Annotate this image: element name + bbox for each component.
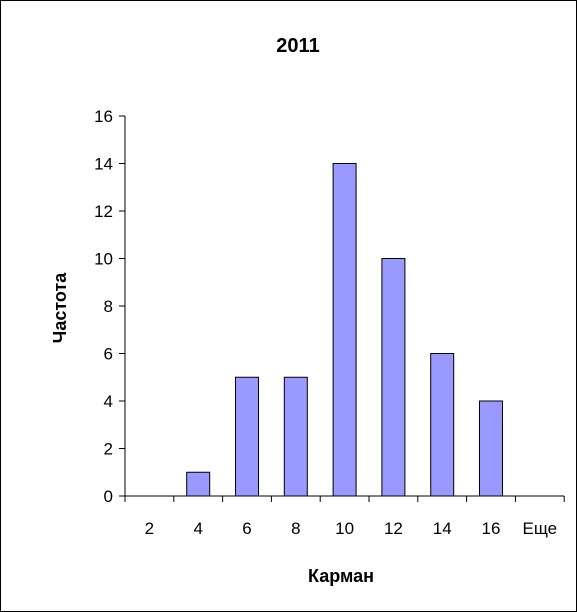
y-tick-label: 2 [104,440,113,459]
bar-12 [381,258,406,497]
x-tick-label: 14 [433,519,452,538]
y-tick-label: 16 [94,107,113,126]
x-tick-label: 4 [193,519,202,538]
bar-14 [430,353,455,497]
y-tick-label: 14 [94,155,113,174]
bar-4 [186,471,211,497]
y-tick-label: 8 [104,297,113,316]
plot-area: 0 2 4 6 8 10 12 14 16 2 4 6 8 10 12 14 16 Еще [94,107,565,538]
x-tick-label: 2 [145,519,154,538]
x-tick-label: 6 [242,519,251,538]
x-axis-title: Карман [308,566,374,586]
x-tick-label: 10 [335,519,354,538]
x-tick-label: 12 [384,519,403,538]
y-axis-title: Частота [50,272,70,344]
y-tick-label: 4 [104,392,113,411]
x-tick-label: 8 [291,519,300,538]
y-tick-label: 10 [94,250,113,269]
bar-16 [479,400,503,497]
x-tick-label: 16 [482,519,501,538]
bar-6 [235,376,259,497]
y-tick-label: 12 [94,202,113,221]
y-tick-label: 0 [104,487,113,506]
x-tick-label: Еще [523,519,558,538]
bar-10 [332,163,357,497]
y-tick-label: 6 [104,345,113,364]
bar-8 [283,376,308,497]
chart-title: 2011 [276,35,319,57]
